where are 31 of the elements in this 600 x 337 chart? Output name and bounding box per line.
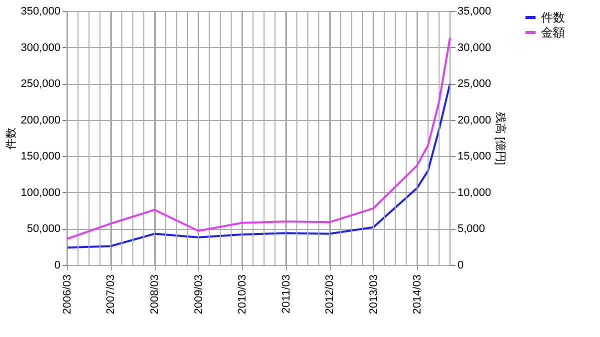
y2-tick-label: 5,000 [458,223,486,236]
y2-axis-title: 残高 [億円] [494,112,508,166]
y-tick-label: 300,000 [20,42,60,54]
y2-tick-label: 0 [458,260,464,272]
y-tick-label: 150,000 [20,150,60,163]
x-tick-label: 2013/03 [368,274,380,314]
x-tick-label: 2008/03 [149,274,162,314]
y-axis-title: 件数 [6,128,18,150]
x-tick-label: 2007/03 [105,274,118,314]
y-tick-label: 350,000 [20,6,60,18]
y2-tick-label: 20,000 [458,114,492,126]
y2-tick-label: 35,000 [458,6,492,18]
legend-label: 金額 [541,26,565,40]
x-tick-label: 2006/03 [62,274,74,314]
y2-tick-label: 15,000 [458,150,492,163]
y-tick-label: 250,000 [20,78,60,90]
x-tick-label: 2011/03 [280,274,292,314]
line-series [66,36,451,240]
legend-label: 件数 [541,10,565,24]
y-tick-label: 200,000 [20,114,60,126]
x-tick-label: 2010/03 [236,274,249,314]
y2-tick-label: 25,000 [458,78,492,90]
y2-tick-label: 10,000 [458,186,492,199]
y2-tick-label: 30,000 [458,42,492,54]
line-series [66,82,451,249]
x-tick-label: 2009/03 [192,274,205,314]
x-tick-label: 2012/03 [324,274,336,314]
y-tick-label: 0 [54,260,60,272]
y-tick-label: 100,000 [20,186,60,199]
x-tick-label: 2014/03 [412,274,424,314]
y-tick-label: 50,000 [26,223,60,236]
